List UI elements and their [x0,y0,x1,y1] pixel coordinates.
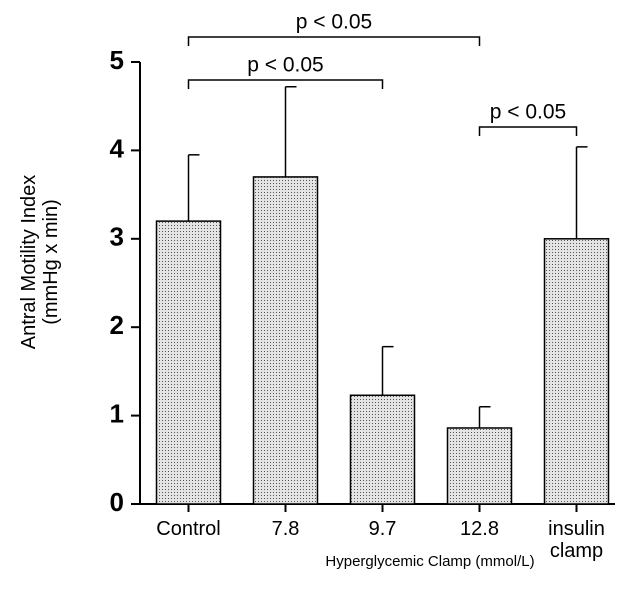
error-bar [478,406,491,428]
y-tick-label: 5 [110,45,124,75]
x-tick-label: 9.7 [368,518,397,540]
bar [252,176,319,505]
y-tick-label: 4 [110,133,125,163]
y-axis-title: Antral Motility Index (mmHg x min) [18,174,62,350]
significance-label: p < 0.05 [296,11,372,34]
y-tick-label: 0 [110,487,124,517]
x-tick-label: 7.8 [271,518,300,540]
y-tick-label: 1 [110,398,124,428]
significance-bracket [478,126,578,136]
y-tick-label: 3 [110,222,124,252]
bar [446,427,513,505]
error-bar [187,154,200,222]
bar [349,394,416,505]
x-axis-title: Hyperglycemic Clamp (mmol/L) [325,553,535,570]
error-bar [575,146,588,239]
x-tick-label: insulin clamp [548,518,605,562]
y-tick-label: 2 [110,310,124,340]
significance-bracket [187,36,481,46]
significance-label: p < 0.05 [247,54,323,77]
x-tick-label: Control [156,518,221,540]
significance-label: p < 0.05 [490,101,566,124]
significance-bracket [187,79,384,89]
error-bar [381,345,394,396]
x-tick-label: 12.8 [460,518,499,540]
error-bar [284,86,297,177]
bar [155,220,222,505]
bar [543,238,610,505]
